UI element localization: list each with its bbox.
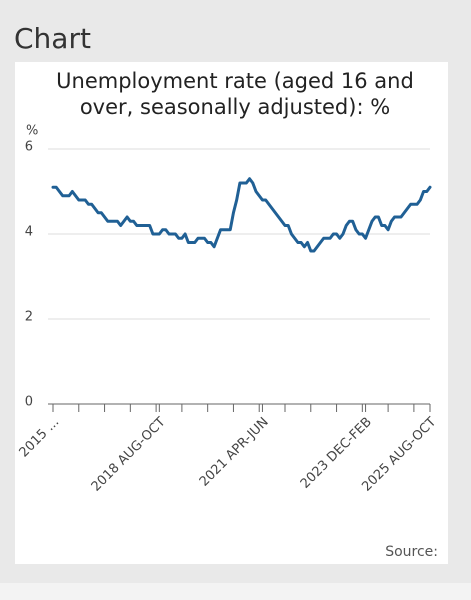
y-tick-label: 0 bbox=[25, 395, 33, 410]
heading: Chart bbox=[14, 22, 91, 55]
y-tick-label: 4 bbox=[25, 225, 33, 240]
chart-panel: Unemployment rate (aged 16 and over, sea… bbox=[15, 62, 448, 564]
y-tick-label: 2 bbox=[25, 310, 33, 325]
chart-title: Unemployment rate (aged 16 and over, sea… bbox=[56, 69, 414, 119]
data-line bbox=[51, 177, 432, 253]
x-tick-label: 2015 ... bbox=[17, 415, 63, 461]
y-tick-label: 6 bbox=[25, 140, 33, 155]
x-tick-label: 2021 APR-JUN bbox=[197, 415, 272, 490]
bottom-strip bbox=[0, 583, 471, 600]
source: Source: bbox=[385, 544, 438, 560]
y-axis-label: % bbox=[26, 124, 38, 139]
x-tick-label: 2018 AUG-OCT bbox=[89, 415, 169, 495]
